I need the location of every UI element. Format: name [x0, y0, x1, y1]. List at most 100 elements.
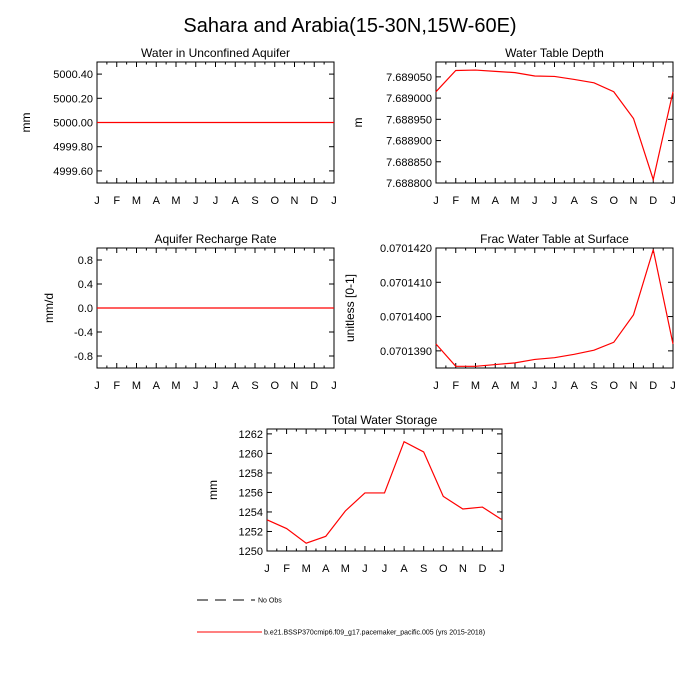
y-tick-label: 1254 [239, 507, 263, 519]
x-tick-label: J [213, 195, 219, 207]
x-tick-label: O [270, 195, 279, 207]
x-tick-label: J [331, 195, 337, 207]
x-tick-label: F [452, 380, 459, 392]
y-tick-label: 7.688950 [386, 114, 432, 126]
x-tick-label: D [310, 380, 318, 392]
x-tick-label: J [331, 380, 337, 392]
plot-frame [435, 61, 674, 184]
panel-title: Water in Unconfined Aquifer [141, 46, 290, 60]
y-tick-label: 0.0701410 [380, 277, 432, 289]
x-tick-label: A [322, 563, 330, 575]
y-tick-label: 1258 [239, 468, 263, 480]
x-tick-label: J [264, 563, 270, 575]
series-line [435, 249, 674, 367]
x-tick-label: N [459, 563, 467, 575]
y-tick-label: 0.0 [78, 303, 93, 315]
x-tick-label: A [492, 380, 500, 392]
series-line [266, 440, 503, 544]
y-tick-label: 1252 [239, 526, 263, 538]
x-tick-label: A [571, 380, 579, 392]
x-tick-label: N [291, 380, 299, 392]
panel-title: Total Water Storage [332, 413, 438, 427]
y-tick-label: 4999.60 [53, 166, 93, 178]
x-tick-label: M [171, 380, 180, 392]
x-tick-label: A [400, 563, 408, 575]
y-axis-label: mm [19, 113, 33, 133]
x-tick-label: S [251, 195, 258, 207]
x-tick-label: M [471, 195, 480, 207]
x-tick-label: A [571, 195, 579, 207]
y-tick-label: 0.0701390 [380, 346, 432, 358]
y-tick-label: 7.688800 [386, 178, 432, 190]
x-tick-label: S [420, 563, 427, 575]
x-tick-label: F [283, 563, 290, 575]
y-tick-label: 5000.00 [53, 118, 93, 130]
x-tick-label: J [532, 195, 538, 207]
x-tick-label: S [590, 195, 597, 207]
x-tick-label: A [153, 380, 161, 392]
x-tick-label: J [94, 380, 100, 392]
x-tick-label: M [302, 563, 311, 575]
legend-model-label: b.e21.BSSP370cmip6.f09_g17.pacemaker_pac… [264, 630, 485, 637]
x-tick-label: F [113, 195, 120, 207]
x-tick-label: A [232, 380, 240, 392]
y-tick-label: 7.689000 [386, 93, 432, 105]
x-tick-label: A [153, 195, 161, 207]
x-tick-label: S [590, 380, 597, 392]
y-tick-label: -0.8 [74, 351, 93, 363]
plot-frame [266, 428, 503, 552]
x-tick-label: M [171, 195, 180, 207]
panel-title: Aquifer Recharge Rate [154, 232, 276, 246]
x-tick-label: N [291, 195, 299, 207]
x-tick-label: D [310, 195, 318, 207]
x-tick-label: D [649, 195, 657, 207]
x-tick-label: O [439, 563, 448, 575]
x-tick-label: J [552, 195, 558, 207]
x-tick-label: A [232, 195, 240, 207]
x-tick-label: M [510, 195, 519, 207]
x-tick-label: D [478, 563, 486, 575]
y-axis-label: unitless [0-1] [343, 274, 357, 342]
x-tick-label: J [382, 563, 388, 575]
y-tick-label: 1262 [239, 429, 263, 441]
y-tick-label: 0.0701420 [380, 243, 432, 255]
panel-title: Water Table Depth [505, 46, 604, 60]
x-tick-label: J [193, 195, 199, 207]
x-tick-label: O [609, 380, 618, 392]
y-tick-label: 1256 [239, 487, 263, 499]
y-tick-label: 7.688900 [386, 136, 432, 148]
y-tick-label: 0.0701400 [380, 312, 432, 324]
panel-title: Frac Water Table at Surface [480, 232, 629, 246]
y-tick-label: 1260 [239, 448, 263, 460]
y-tick-label: 5000.20 [53, 93, 93, 105]
x-tick-label: J [193, 380, 199, 392]
panel-4: Frac Water Table at Surface unitless [0-1… [343, 232, 676, 392]
x-tick-label: M [471, 380, 480, 392]
series-line [435, 69, 674, 182]
x-tick-label: N [630, 195, 638, 207]
x-tick-label: S [251, 380, 258, 392]
y-tick-label: 0.4 [78, 279, 93, 291]
x-tick-label: J [433, 380, 439, 392]
x-tick-label: M [132, 195, 141, 207]
plot-frame [435, 247, 674, 369]
x-tick-label: F [113, 380, 120, 392]
y-axis-label: mm [206, 480, 220, 500]
x-tick-label: J [670, 195, 676, 207]
x-tick-label: J [532, 380, 538, 392]
x-tick-label: J [213, 380, 219, 392]
y-axis-label: mm/d [42, 293, 56, 323]
x-tick-label: M [510, 380, 519, 392]
y-tick-label: 0.8 [78, 255, 93, 267]
x-tick-label: J [94, 195, 100, 207]
y-tick-label: 4999.80 [53, 142, 93, 154]
figure-title: Sahara and Arabia(15-30N,15W-60E) [183, 15, 516, 37]
y-axis-label: m [351, 118, 365, 128]
y-tick-label: 5000.40 [53, 69, 93, 81]
x-tick-label: D [649, 380, 657, 392]
